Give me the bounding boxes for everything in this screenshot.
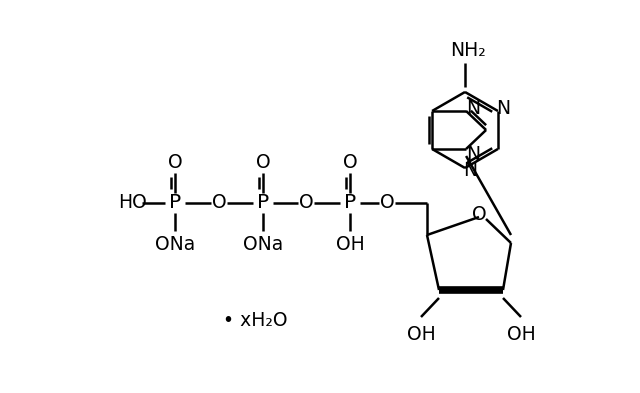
Text: N: N (463, 162, 477, 180)
Text: N: N (466, 145, 480, 163)
Text: P: P (257, 193, 269, 213)
Text: P: P (344, 193, 356, 213)
Text: O: O (472, 206, 486, 224)
Text: NH₂: NH₂ (450, 40, 486, 59)
Text: O: O (380, 193, 394, 213)
Text: OH: OH (406, 325, 435, 345)
Text: N: N (466, 99, 480, 118)
Text: O: O (256, 154, 270, 173)
Text: N: N (496, 99, 510, 119)
Text: O: O (299, 193, 314, 213)
Text: • xH₂O: • xH₂O (223, 310, 287, 329)
Text: P: P (169, 193, 181, 213)
Text: ONa: ONa (155, 235, 195, 253)
Text: O: O (212, 193, 227, 213)
Text: HO: HO (118, 193, 147, 213)
Text: O: O (342, 154, 357, 173)
Text: ONa: ONa (243, 235, 283, 253)
Text: OH: OH (335, 235, 364, 253)
Text: O: O (168, 154, 182, 173)
Text: OH: OH (507, 325, 536, 345)
